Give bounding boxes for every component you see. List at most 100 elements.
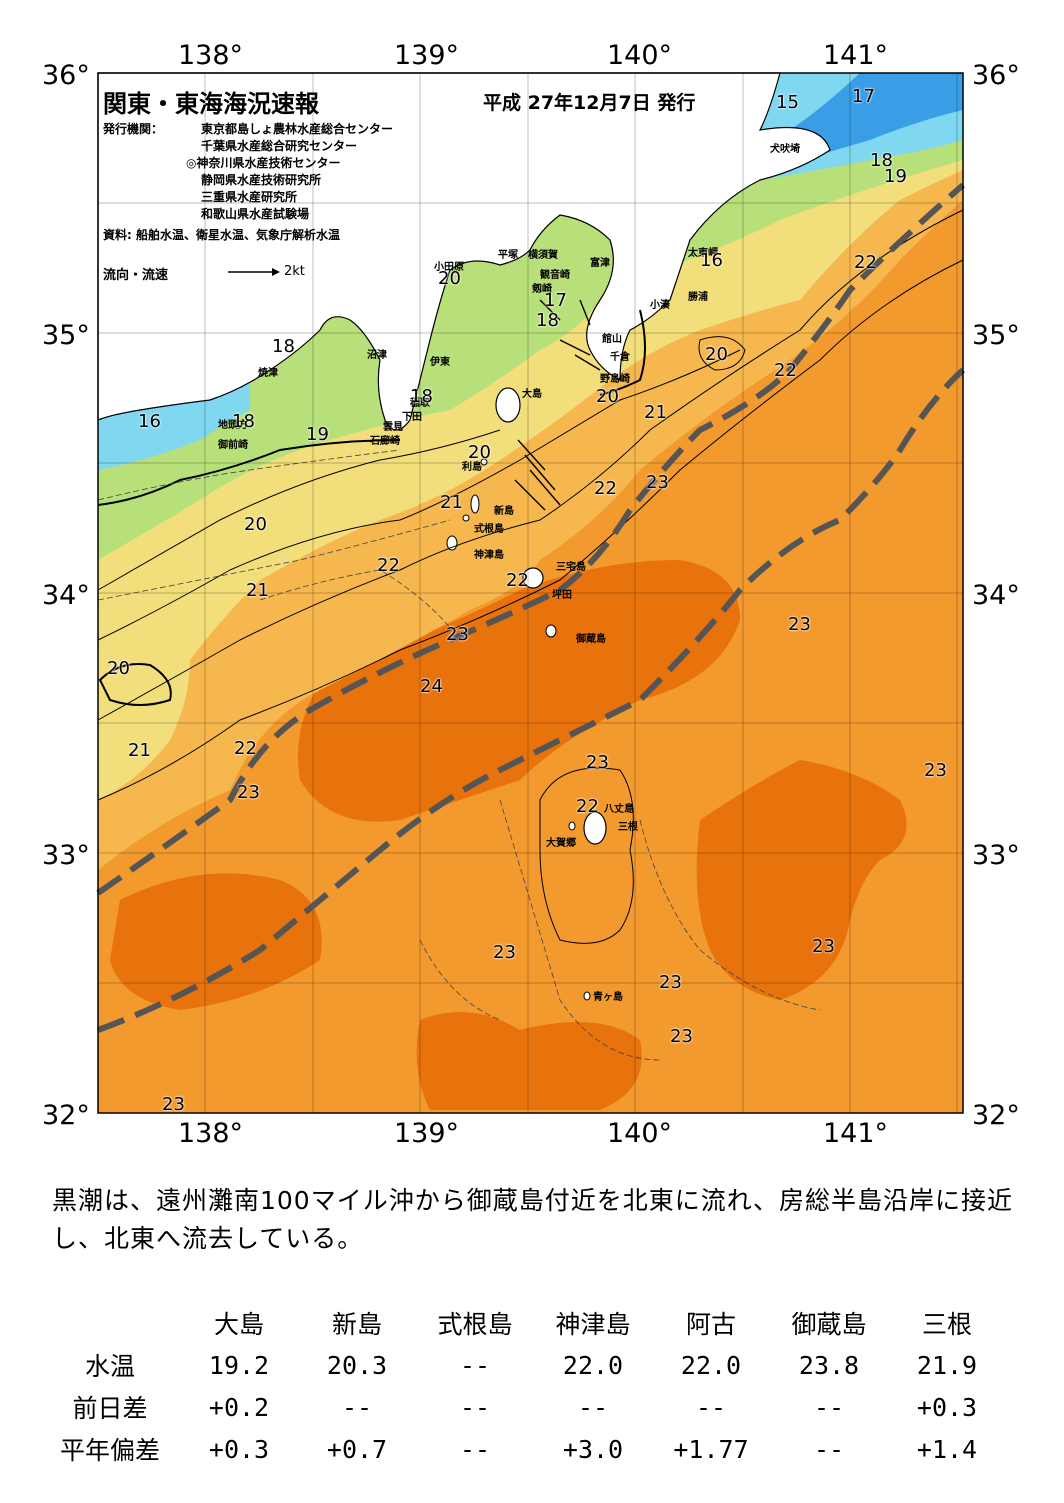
place-label: 稲取 <box>410 398 430 409</box>
temperature-label: 18 <box>232 411 255 432</box>
island-hachijojima <box>583 811 607 845</box>
table-cell: -- <box>459 1392 491 1422</box>
place-label: 観音崎 <box>540 270 570 281</box>
temperature-label: 19 <box>306 424 329 445</box>
table-row: 平年偏差 +0.3 +0.7 -- +3.0 +1.77 -- +1.4 <box>40 1428 1006 1470</box>
place-label: 青ヶ島 <box>593 992 623 1003</box>
column-header: 阿古 <box>685 1310 736 1339</box>
lon-label-141-bottom: 141° <box>823 1118 889 1149</box>
issuer-item: 千葉県水産総合研究センター <box>201 139 358 153</box>
temperature-label: 17 <box>544 290 567 311</box>
place-label: 坪田 <box>552 590 572 601</box>
place-label: 沼津 <box>367 350 387 361</box>
place-label: 大賀郷 <box>546 838 576 849</box>
temperature-label: 21 <box>128 740 151 761</box>
lon-label-138-top: 138° <box>178 40 244 71</box>
depth-contours <box>97 449 821 1061</box>
column-header: 式根島 <box>437 1310 513 1339</box>
place-label: 犬吠埼 <box>770 144 800 155</box>
table-cell: -- <box>341 1392 373 1422</box>
lat-label-34-left: 34° <box>42 580 90 611</box>
place-label: 地頭方 <box>218 420 248 431</box>
temperature-label: 22 <box>506 570 529 591</box>
temperature-label: 16 <box>700 250 723 271</box>
column-header: 新島 <box>331 1310 382 1339</box>
table-cell: -- <box>459 1434 491 1464</box>
temperature-label: 16 <box>138 411 161 432</box>
map-canvas <box>96 72 966 1114</box>
column-header: 大島 <box>213 1310 264 1339</box>
lat-label-35-right: 35° <box>972 320 1020 351</box>
place-label: 横須賀 <box>528 250 558 261</box>
temperature-label: 23 <box>237 782 260 803</box>
place-label: 式根島 <box>474 524 504 535</box>
warm-core-region <box>416 1012 642 1110</box>
island-shikinejima <box>462 514 470 522</box>
table-cell: +3.0 <box>562 1434 624 1464</box>
temperature-label: 18 <box>410 386 433 407</box>
lat-label-32-right: 32° <box>972 1100 1020 1131</box>
issuer-item: 静岡県水産技術研究所 <box>201 173 322 187</box>
summary-text: 黒潮は、遠州灘南100マイル沖から御蔵島付近を北東に流れ、房総半島沿岸に接近し、… <box>52 1186 1013 1253</box>
place-label: 八丈島 <box>604 804 634 815</box>
issuer-item: 三重県水産研究所 <box>201 190 298 204</box>
temperature-label: 23 <box>446 624 469 645</box>
island-oshima <box>495 387 521 423</box>
place-label: 勝浦 <box>688 292 708 303</box>
kuroshio-inner-axis <box>96 182 965 896</box>
table-row: 水温 19.2 20.3 -- 22.0 22.0 23.8 21.9 <box>40 1344 1006 1386</box>
island-niijima <box>470 494 480 514</box>
place-label: 三宅島 <box>556 562 586 573</box>
place-label: 雲見 <box>383 422 403 433</box>
place-label: 大島 <box>522 389 542 400</box>
temperature-label: 20 <box>438 268 461 289</box>
island-kozushima <box>446 535 458 551</box>
temperature-label: 23 <box>493 942 516 963</box>
lon-label-140-top: 140° <box>607 40 673 71</box>
temperature-label: 20 <box>107 658 130 679</box>
temperature-label: 18 <box>272 336 295 357</box>
place-label: 剱崎 <box>532 284 552 295</box>
column-header: 三根 <box>921 1310 972 1339</box>
table-cell: +0.3 <box>916 1392 978 1422</box>
table-cell: 21.9 <box>916 1350 978 1380</box>
table-cell: +0.2 <box>208 1392 270 1422</box>
table-cell: -- <box>577 1392 609 1422</box>
flow-arrows <box>514 299 601 511</box>
lon-label-141-top: 141° <box>823 40 889 71</box>
temperature-label: 22 <box>377 555 400 576</box>
map-frame <box>97 72 964 1114</box>
island-mikurajima <box>545 624 557 638</box>
place-label: 太東岬 <box>688 248 718 259</box>
flow-legend-label: 流向・流速 <box>103 268 169 283</box>
station-stats-table: 大島 新島 式根島 神津島 阿古 御蔵島 三根 水温 19.2 20.3 -- … <box>40 1302 1006 1470</box>
lon-label-140-bottom: 140° <box>607 1118 673 1149</box>
temperature-label: 21 <box>440 492 463 513</box>
table-cell: 20.3 <box>326 1350 388 1380</box>
place-label: 小田原 <box>434 262 464 273</box>
issuer-label: 発行機関： <box>103 122 164 136</box>
place-label: 三根 <box>618 822 638 833</box>
temperature-label: 23 <box>646 472 669 493</box>
temperature-label: 21 <box>246 580 269 601</box>
temperature-label: 17 <box>852 86 875 107</box>
lon-label-139-top: 139° <box>394 40 460 71</box>
table-cell: +0.7 <box>326 1434 388 1464</box>
warm-core-region <box>110 873 322 1010</box>
place-label: 利島 <box>462 462 482 473</box>
place-label: 伊東 <box>430 357 450 368</box>
temperature-label: 23 <box>659 972 682 993</box>
island-hachijokojima <box>568 821 576 831</box>
temperature-label: 19 <box>884 166 907 187</box>
temperature-label: 22 <box>234 738 257 759</box>
temperature-label: 18 <box>870 150 893 171</box>
temperature-label: 15 <box>776 92 799 113</box>
table-cell: 23.8 <box>798 1350 860 1380</box>
place-label: 野島崎 <box>600 374 630 385</box>
place-label: 神津島 <box>474 550 504 561</box>
flow-legend-scale: 2kt <box>284 264 305 279</box>
grid <box>98 73 963 1113</box>
row-header: 平年偏差 <box>59 1436 160 1465</box>
table-cell: 22.0 <box>680 1350 742 1380</box>
temperature-label: 23 <box>788 614 811 635</box>
